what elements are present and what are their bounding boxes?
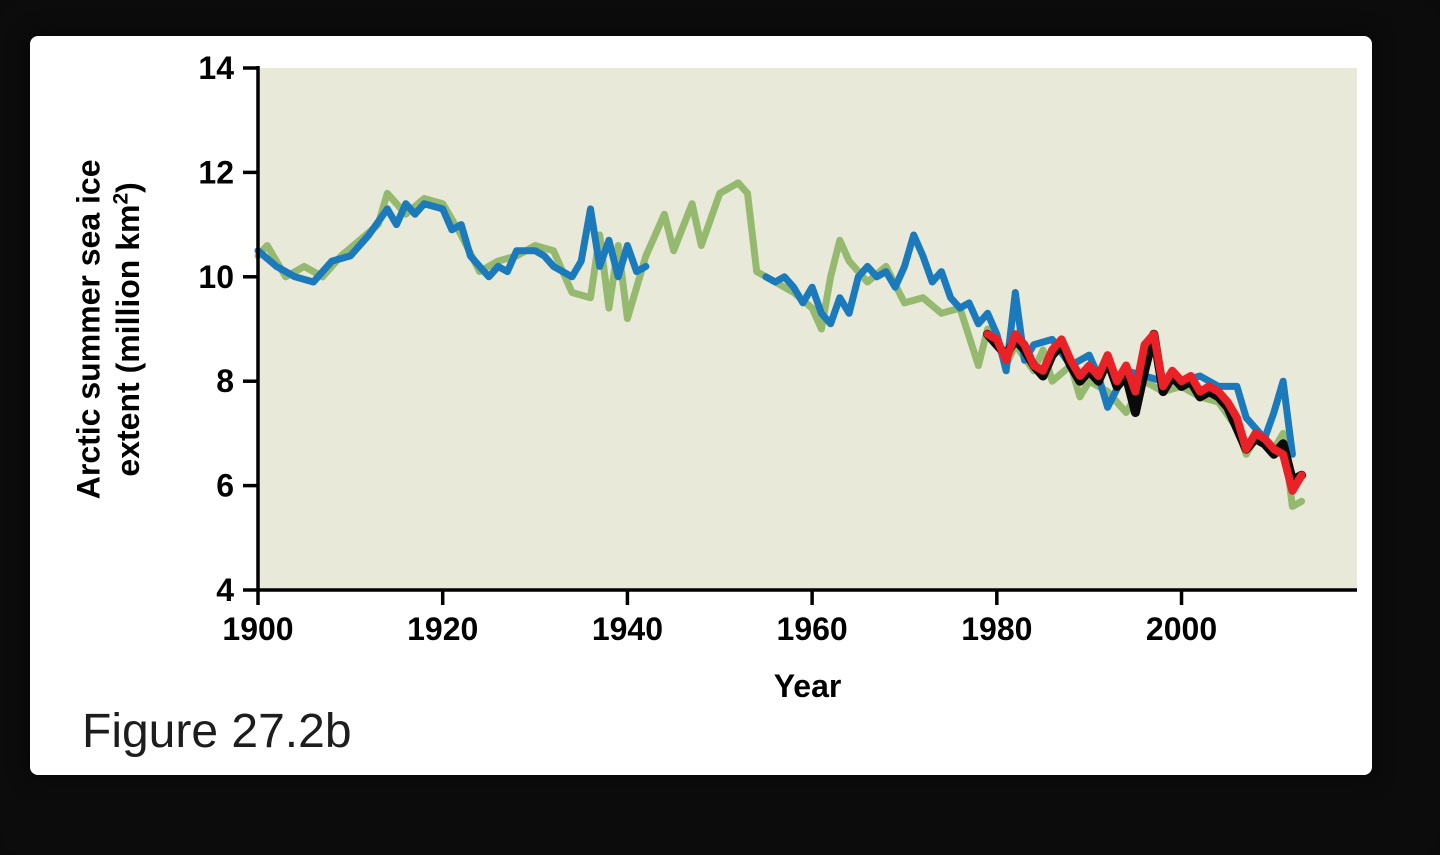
- y-tick-label: 14: [198, 50, 234, 86]
- x-tick-label: 1960: [777, 611, 848, 647]
- x-tick-label: 1980: [961, 611, 1032, 647]
- x-tick-label: 1900: [222, 611, 293, 647]
- superscript-2: 2: [109, 192, 133, 205]
- y-axis-label-text: Arctic summer sea ice extent (million km…: [70, 159, 147, 499]
- x-tick-label: 1940: [592, 611, 663, 647]
- y-tick-label: 8: [216, 363, 234, 399]
- y-tick-label: 12: [198, 154, 234, 190]
- y-tick-label: 6: [216, 468, 234, 504]
- x-axis-label: Year: [773, 668, 842, 704]
- series-red: [983, 330, 1306, 495]
- y-tick-label: 10: [198, 259, 234, 295]
- x-tick-label: 1920: [407, 611, 478, 647]
- plot-area: [258, 68, 1357, 590]
- figure-caption: Figure 27.2b: [82, 705, 352, 758]
- y-tick-label: 4: [216, 572, 234, 608]
- x-tick-label: 2000: [1146, 611, 1217, 647]
- series-blue: [254, 200, 1296, 458]
- line-chart: 4 6 8 10 12 14 1900 1920 1940 1960 1980 2000: [198, 50, 1357, 647]
- figure-card: Arctic summer sea ice extent (million km…: [30, 36, 1372, 775]
- y-axis-label: Arctic summer sea ice extent (million km…: [30, 68, 188, 590]
